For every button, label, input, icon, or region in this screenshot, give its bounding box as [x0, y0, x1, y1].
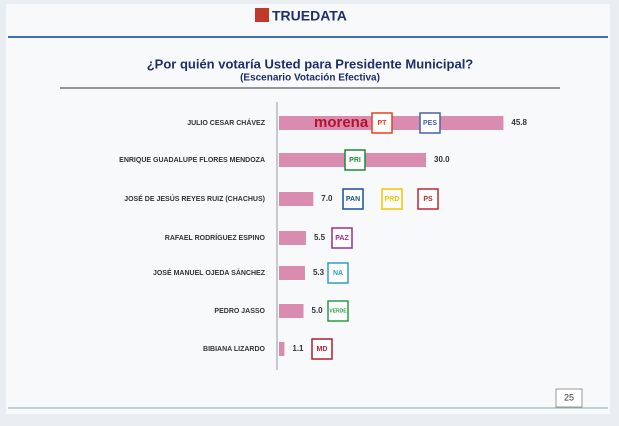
- party-logo: MD: [317, 346, 328, 353]
- page-number: 25: [564, 392, 574, 402]
- party-logo-box: [417, 188, 439, 210]
- party-logo-box: [381, 188, 403, 210]
- party-logo-box: [342, 188, 364, 210]
- party-logo-box: [327, 300, 349, 322]
- party-logo-box: [327, 262, 349, 284]
- party-logo-box: [371, 112, 393, 134]
- category-label: RAFAEL RODRÍGUEZ ESPINO: [165, 233, 266, 242]
- party-logo: PS: [423, 196, 433, 203]
- value-label: 45.8: [511, 118, 527, 127]
- value-label: 5.3: [313, 268, 325, 277]
- party-logo: PAZ: [335, 235, 349, 242]
- chart-title: ¿Por quién votaría Usted para Presidente…: [147, 56, 474, 71]
- party-logo: morena: [314, 114, 369, 131]
- brand: TRUEDATA: [272, 8, 347, 24]
- bar: [279, 231, 306, 245]
- party-logo: PAN: [346, 196, 360, 203]
- party-logo: VERDE: [329, 308, 347, 314]
- party-logo-box: [344, 149, 366, 171]
- bar: [279, 304, 304, 318]
- category-label: BIBIANA LIZARDO: [203, 346, 266, 353]
- value-label: 7.0: [321, 194, 333, 203]
- value-label: 5.0: [312, 306, 324, 315]
- page-box: [555, 388, 583, 408]
- category-label: JOSÉ MANUEL OJEDA SÁNCHEZ: [153, 268, 266, 277]
- party-logo: PT: [378, 120, 388, 127]
- category-label: ENRIQUE GUADALUPE FLORES MENDOZA: [119, 157, 265, 164]
- party-logo-box: [331, 227, 353, 249]
- brand-icon: [255, 8, 269, 22]
- category-label: JULIO CESAR CHÁVEZ: [187, 118, 266, 127]
- party-logo: PRI: [349, 157, 361, 164]
- value-label: 1.1: [292, 344, 304, 353]
- bar: [279, 342, 285, 356]
- bar: [279, 266, 305, 280]
- party-logo: NA: [333, 270, 343, 277]
- slide-area: [6, 4, 610, 414]
- party-logo-box: [311, 338, 333, 360]
- value-label: 5.5: [314, 233, 326, 242]
- category-label: JOSÉ DE JESÚS REYES RUIZ (CHACHUS): [124, 194, 265, 203]
- bar: [279, 192, 314, 206]
- value-label: 30.0: [434, 155, 450, 164]
- chart-subtitle: (Escenario Votación Efectiva): [240, 73, 380, 84]
- party-logo: PRD: [385, 196, 400, 203]
- party-logo: PES: [423, 120, 437, 127]
- category-label: PEDRO JASSO: [214, 308, 265, 315]
- party-logo-box: [419, 112, 441, 134]
